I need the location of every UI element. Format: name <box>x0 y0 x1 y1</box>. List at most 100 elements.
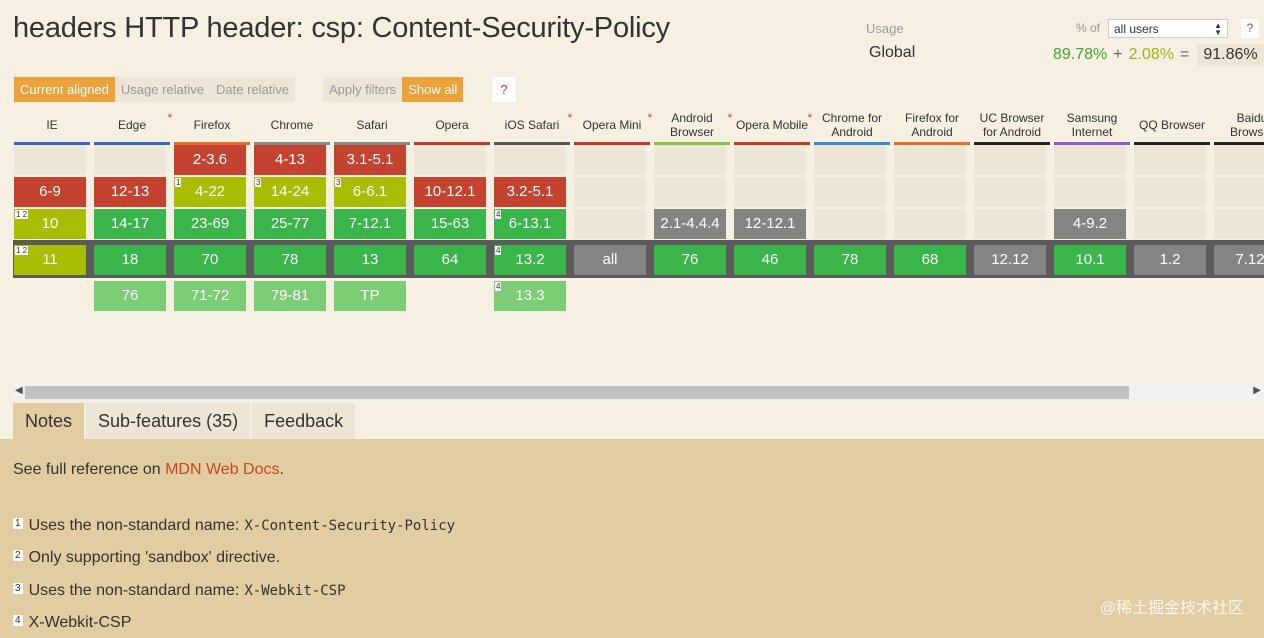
mdn-link[interactable]: MDN Web Docs <box>165 461 280 478</box>
browser-header[interactable]: Edge * <box>94 108 172 142</box>
version-cell[interactable]: TP <box>334 281 406 311</box>
version-cell[interactable]: 12.12 <box>974 245 1046 275</box>
version-cell[interactable]: 70 <box>174 245 246 275</box>
browser-header[interactable]: iOS Safari * <box>494 108 572 142</box>
apply-filters-button[interactable]: Apply filters <box>322 77 403 102</box>
tab-feedback[interactable]: Feedback <box>252 403 356 439</box>
horizontal-scrollbar[interactable]: ◀ ▶ <box>13 384 1264 401</box>
version-cell[interactable]: all <box>574 245 646 275</box>
browser-header[interactable]: IE <box>14 108 90 142</box>
version-cell[interactable]: 4-13 <box>254 145 326 175</box>
version-cell[interactable]: 2-3.6 <box>174 145 246 175</box>
version-cell[interactable]: 46 <box>734 245 806 275</box>
version-label: 78 <box>281 251 299 268</box>
usage-relative-button[interactable]: Usage relative <box>114 77 210 102</box>
version-cell[interactable]: 7.12 <box>1214 245 1264 275</box>
version-cell[interactable]: 10.1 <box>1054 245 1126 275</box>
version-cell[interactable]: 6-9 <box>14 177 86 207</box>
version-cell[interactable]: 15-63 <box>414 209 486 239</box>
note-number: 4 <box>13 615 23 626</box>
version-label: 46 <box>761 251 779 268</box>
browser-header[interactable]: QQ Browser <box>1134 108 1210 142</box>
version-cell[interactable]: 1 2 10 <box>14 209 86 239</box>
scroll-right-icon[interactable]: ▶ <box>1253 385 1261 396</box>
version-label: 11 <box>42 251 58 268</box>
version-label: 71-72 <box>190 287 230 304</box>
browser-header[interactable]: Android Browser * <box>654 108 732 142</box>
version-cell[interactable]: 76 <box>94 281 166 311</box>
version-cell[interactable]: 2.1-4.4.4 <box>654 209 726 239</box>
version-cell[interactable]: 3.1-5.1 <box>334 145 406 175</box>
browser-header[interactable]: Firefox <box>174 108 250 142</box>
usage-help-button[interactable]: ? <box>1241 19 1259 38</box>
scroll-left-icon[interactable]: ◀ <box>15 385 23 396</box>
browser-header[interactable]: Opera Mobile * <box>734 108 812 142</box>
support-table: IE 6-9 1 2 10 1 2 11 Edge * 12-13 14-17 18 76 Firefo… <box>13 108 1264 383</box>
browser-header[interactable]: Chrome <box>254 108 330 142</box>
scrollbar-thumb[interactable] <box>25 386 1129 399</box>
browser-header[interactable]: Samsung Internet <box>1054 108 1130 142</box>
browser-column: Chrome for Android 78 <box>814 108 890 378</box>
version-cell[interactable]: 1.2 <box>1134 245 1206 275</box>
browser-column: Safari 3.1-5.1 3 6-6.1 7-12.1 13 TP <box>334 108 410 378</box>
browser-header[interactable]: Opera Mini * <box>574 108 652 142</box>
version-cell[interactable]: 71-72 <box>174 281 246 311</box>
browser-column: Firefox for Android 68 <box>894 108 970 378</box>
version-label: 12-13 <box>110 183 150 200</box>
version-cell[interactable]: 4 6-13.1 <box>494 209 566 239</box>
browser-name: Samsung Internet <box>1066 111 1118 139</box>
version-cell[interactable]: 4 13.3 <box>494 281 566 311</box>
version-label: 4-22 <box>194 183 226 200</box>
version-cell[interactable]: 3.2-5.1 <box>494 177 566 207</box>
current-aligned-button[interactable]: Current aligned <box>14 77 115 102</box>
empty-cell <box>654 145 726 175</box>
note-text: X-Webkit-CSP <box>28 614 132 631</box>
version-label: 23-69 <box>190 215 230 232</box>
browser-color-bar <box>1214 142 1264 145</box>
version-cell[interactable]: 68 <box>894 245 966 275</box>
version-cell[interactable]: 18 <box>94 245 166 275</box>
version-cell[interactable]: 7-12.1 <box>334 209 406 239</box>
version-cell[interactable]: 10-12.1 <box>414 177 486 207</box>
toolbar-help-button[interactable]: ? <box>492 77 516 102</box>
browser-name: iOS Safari <box>504 118 560 132</box>
browser-header[interactable]: UC Browser for Android <box>974 108 1050 142</box>
version-cell[interactable]: 23-69 <box>174 209 246 239</box>
version-label: 13.3 <box>515 287 545 304</box>
empty-cell <box>1054 145 1126 175</box>
browser-column: Edge * 12-13 14-17 18 76 <box>94 108 172 378</box>
version-cell[interactable]: 1 2 11 <box>14 245 86 275</box>
notes-panel: See full reference on MDN Web Docs. 1 Use… <box>0 439 1264 638</box>
tab-sub-features[interactable]: Sub-features (35) <box>86 403 251 439</box>
browser-header[interactable]: Safari <box>334 108 410 142</box>
version-cell[interactable]: 79-81 <box>254 281 326 311</box>
browser-column: Opera Mobile * 12-12.1 46 <box>734 108 812 378</box>
browser-header[interactable]: Baidu Browser <box>1214 108 1264 142</box>
version-cell[interactable]: 1 4-22 <box>174 177 246 207</box>
version-cell[interactable]: 4 13.2 <box>494 245 566 275</box>
show-all-button[interactable]: Show all <box>402 77 464 102</box>
date-relative-button[interactable]: Date relative <box>210 77 295 102</box>
version-cell[interactable]: 12-13 <box>94 177 166 207</box>
version-cell[interactable]: 78 <box>254 245 326 275</box>
version-cell[interactable]: 3 14-24 <box>254 177 326 207</box>
browser-header[interactable]: Opera <box>414 108 490 142</box>
version-cell[interactable]: 14-17 <box>94 209 166 239</box>
browser-column: IE 6-9 1 2 10 1 2 11 <box>14 108 90 378</box>
browser-header[interactable]: Chrome for Android <box>814 108 890 142</box>
version-cell[interactable]: 13 <box>334 245 406 275</box>
version-cell[interactable]: 12-12.1 <box>734 209 806 239</box>
version-cell[interactable]: 3 6-6.1 <box>334 177 406 207</box>
tab-notes[interactable]: Notes <box>13 403 85 439</box>
version-cell[interactable]: 78 <box>814 245 886 275</box>
partial-percent: 2.08% <box>1128 46 1174 63</box>
version-cell[interactable]: 25-77 <box>254 209 326 239</box>
browser-color-bar <box>414 142 490 145</box>
version-cell[interactable]: 76 <box>654 245 726 275</box>
browser-header[interactable]: Firefox for Android <box>894 108 970 142</box>
empty-cell <box>574 145 646 175</box>
user-type-select[interactable]: all users ▲ ▼ <box>1108 19 1228 38</box>
version-cell[interactable]: 4-9.2 <box>1054 209 1126 239</box>
empty-cell <box>814 209 886 239</box>
version-cell[interactable]: 64 <box>414 245 486 275</box>
